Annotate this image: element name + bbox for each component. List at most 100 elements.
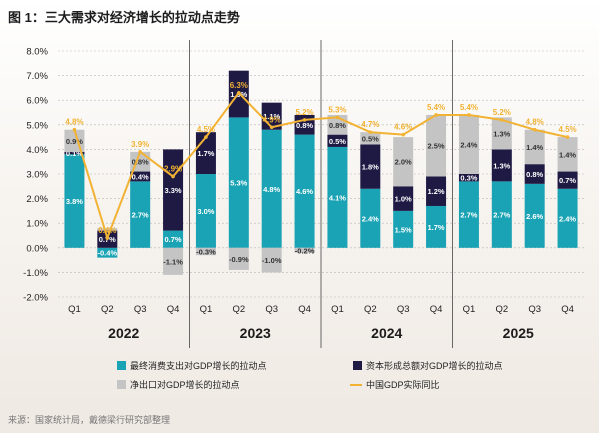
x-tick-label: Q2 <box>495 304 508 315</box>
bar-net-exports <box>458 114 479 174</box>
gdp-point <box>204 135 208 139</box>
x-tick-label: Q3 <box>134 304 147 315</box>
gdp-point <box>434 113 438 117</box>
bar-net-exports <box>261 247 282 273</box>
bar-label-net-exports: 1.4% <box>559 150 576 159</box>
bar-consumption <box>195 174 216 248</box>
bar-label-consumption: 2.7% <box>132 211 149 220</box>
gdp-label: 4.5% <box>558 125 576 134</box>
gdp-point <box>500 118 504 122</box>
bar-label-net-exports: 1.3% <box>493 129 510 138</box>
x-tick-label: Q4 <box>561 304 574 315</box>
gdp-label: 4.5% <box>197 125 215 134</box>
bar-capital <box>393 186 414 211</box>
gdp-point <box>138 150 142 154</box>
x-tick-label: Q3 <box>528 304 541 315</box>
bar-label-net-exports: -1.0% <box>262 256 282 265</box>
bar-consumption <box>97 247 118 258</box>
bar-consumption <box>393 210 414 248</box>
bar-capital <box>491 149 512 182</box>
bar-label-net-exports: 1.4% <box>526 143 543 152</box>
bar-label-consumption: 2.6% <box>526 212 543 221</box>
bar-label-consumption: 4.6% <box>296 187 313 196</box>
bar-net-exports <box>426 114 447 177</box>
y-tick-label: 4.0% <box>26 145 48 156</box>
bar-net-exports <box>393 137 414 187</box>
gdp-label: 6.3% <box>230 81 248 90</box>
bar-consumption <box>294 134 315 248</box>
gdp-label: 4.9% <box>263 115 281 124</box>
gdp-point <box>467 113 471 117</box>
x-tick-label: Q1 <box>463 304 476 315</box>
bar-consumption <box>491 181 512 248</box>
bar-net-exports <box>360 132 381 145</box>
bar-label-consumption: 2.4% <box>362 214 379 223</box>
bar-label-net-exports: -1.1% <box>163 257 183 266</box>
y-tick-label: 6.0% <box>26 96 48 107</box>
bar-label-net-exports: 2.4% <box>460 140 477 149</box>
bar-label-consumption: 2.7% <box>493 211 510 220</box>
bar-consumption <box>524 183 545 248</box>
bar-consumption <box>64 154 85 248</box>
bar-capital <box>426 176 447 206</box>
bar-label-consumption: 5.3% <box>230 179 247 188</box>
y-tick-label: 8.0% <box>26 47 48 58</box>
gdp-point <box>335 115 340 120</box>
x-tick-label: Q2 <box>232 304 245 315</box>
bar-consumption <box>327 146 348 248</box>
bar-capital <box>360 144 381 189</box>
figure-title: 图 1：三大需求对经济增长的拉动点走势 <box>8 10 240 25</box>
source-note: 来源：国家统计局，戴德梁行研究部整理 <box>8 415 171 425</box>
bar-net-exports <box>228 247 249 270</box>
gdp-label: 4.8% <box>526 118 544 127</box>
gdp-point <box>302 118 307 122</box>
bar-label-net-exports: 0.8% <box>132 158 149 167</box>
y-tick-label: 2.0% <box>26 194 48 205</box>
x-tick-label: Q1 <box>331 304 344 315</box>
gdp-point <box>269 125 274 130</box>
bar-label-net-exports: 2.0% <box>395 158 412 167</box>
bar-capital <box>327 134 348 147</box>
bar-label-capital: 1.8% <box>362 163 379 172</box>
bar-label-capital: 0.8% <box>296 121 313 130</box>
bar-capital <box>64 151 85 155</box>
x-tick-label: Q4 <box>430 304 443 315</box>
y-tick-label: 0.0% <box>26 243 48 254</box>
bar-consumption <box>228 117 249 248</box>
gdp-point <box>565 135 570 139</box>
bar-consumption <box>163 230 184 248</box>
year-label: 2024 <box>371 325 402 341</box>
bar-label-capital: 3.3% <box>165 186 182 195</box>
bar-label-consumption: -0.4% <box>98 249 118 258</box>
bar-label-net-exports: 0.5% <box>362 134 379 143</box>
gdp-point <box>72 127 77 132</box>
bar-consumption <box>130 181 151 248</box>
gdp-label: 5.2% <box>493 108 511 117</box>
gdp-point <box>532 127 537 132</box>
bar-label-capital: 1.1% <box>263 112 280 121</box>
gdp-label: 4.8% <box>65 118 83 127</box>
bar-capital <box>458 174 479 182</box>
gdp-label: 3.9% <box>131 140 149 149</box>
bar-consumption <box>426 205 447 248</box>
y-tick-label: 3.0% <box>26 170 48 181</box>
bar-label-net-exports: -0.2% <box>295 246 315 255</box>
bar-label-net-exports: 0.9% <box>66 137 83 146</box>
bar-consumption <box>557 188 578 248</box>
bar-capital <box>524 164 545 184</box>
bar-capital <box>557 171 578 189</box>
x-tick-label: Q3 <box>397 304 410 315</box>
bar-label-capital: 0.3% <box>460 174 477 183</box>
bar-label-consumption: 2.7% <box>460 211 477 220</box>
bar-consumption <box>458 181 479 248</box>
bar-label-net-exports: 2.5% <box>428 142 445 151</box>
bar-net-exports <box>524 129 545 165</box>
bar-net-exports <box>195 247 216 256</box>
bar-label-net-exports: -0.3% <box>196 247 216 256</box>
y-tick-label: 1.0% <box>26 219 48 230</box>
bar-capital <box>130 171 151 182</box>
bar-label-consumption: 2.4% <box>559 214 576 223</box>
x-tick-label: Q3 <box>265 304 278 315</box>
gdp-point <box>401 132 405 137</box>
